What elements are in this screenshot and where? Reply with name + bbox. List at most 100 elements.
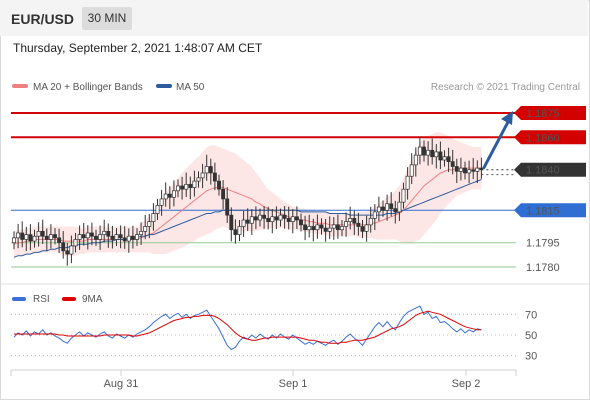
level-labels-layer: 1.1875 1.1860 1.1840 1.1815 1.1795 1.1780 [514,106,586,274]
candle-body [217,180,221,190]
rsi-tick-70: 70 [525,309,537,321]
candle-body [401,188,406,203]
candle-body [458,167,463,172]
candle-body [319,224,324,229]
candle-body [331,224,336,229]
candle-body [405,175,410,190]
candle-body [184,183,189,190]
level-label-1.1840: 1.1840 [526,165,560,177]
candle-body [155,205,160,214]
candle-body [135,234,139,240]
candle-body [200,172,205,179]
candle-body [327,227,332,232]
candle-body [385,203,390,211]
level-label-1.1860: 1.1860 [526,132,560,144]
candle-body [471,169,476,172]
candle-body [20,232,25,240]
candle-body [32,235,37,242]
rsi-legend-label: RSI [33,294,50,305]
candle-body [106,231,111,237]
bollinger-legend-label: MA 20 + Bollinger Bands [33,82,143,93]
candle-body [368,218,373,226]
forecast-arrow-shaft [482,121,510,170]
candle-body [450,161,455,167]
candle-body [151,213,156,222]
candle-body [299,219,303,226]
candle-body [12,237,16,244]
rsi-tick-30: 30 [525,351,537,363]
candle-body [167,193,172,198]
rsi-legend: RSI 9MA [12,294,103,305]
candle-body [360,226,365,232]
forecast-arrow-layer [482,110,513,170]
candle-body [81,234,86,239]
candle-body [44,235,49,240]
candle-body [126,235,131,242]
candle-body [393,208,398,213]
timeframe-badge[interactable]: 30 MIN [82,7,132,30]
candle-body [118,234,123,239]
candle-body [253,216,258,221]
candle-body [171,190,176,198]
candle-body [188,183,193,188]
candle-body [409,164,414,177]
bollinger-band-layer [14,132,482,258]
candle-body [122,237,127,242]
candle-body [463,167,467,174]
candle-body [270,216,275,222]
candle-body [192,180,197,188]
candle-body [389,203,394,209]
candle-body [315,224,320,231]
candle-body [163,193,168,200]
candle-body [311,226,316,231]
candle-body [475,167,480,172]
candle-body [426,149,431,156]
candle-body [98,234,103,240]
level-tag-1.1815 [514,203,586,218]
candle-body [430,149,435,158]
bollinger-legend-swatch [12,84,28,88]
candle-body [307,226,312,231]
candle-body [422,146,426,156]
candle-body [196,177,201,182]
candle-body [40,231,45,237]
candle-body [356,222,361,227]
chart-datetime: Thursday, September 2, 2021 1:48:07 AM C… [13,41,263,55]
x-tick-label: Sep 2 [452,378,481,390]
chart-header: EUR/USD 30 MIN [0,0,588,36]
candle-body [147,221,152,227]
level-label-1.1875: 1.1875 [526,108,560,120]
level-label-1.1780: 1.1780 [526,262,560,274]
x-axis: Aug 31 Sep 1 Sep 2 [104,370,481,390]
candle-body [417,146,422,156]
candle-body [446,156,451,162]
candle-body [266,218,271,222]
level-label-1.1795: 1.1795 [526,238,560,250]
candle-body [16,232,21,239]
candle-body [180,185,185,190]
candle-body [274,216,279,221]
forecast-arrow-head [501,110,513,125]
candle-body [290,216,295,222]
candle-body [77,234,82,240]
candle-body [204,166,209,174]
candle-body [381,206,385,211]
candle-body [262,214,267,219]
symbol-title: EUR/USD [11,11,75,27]
candle-body [340,226,344,231]
candle-body [212,172,217,182]
rsi-ma9-line [14,310,482,344]
candle-body [241,219,246,227]
price-legend: MA 20 + Bollinger Bands MA 50 Research ©… [12,82,580,93]
candle-body [278,214,283,221]
candle-body [229,214,234,231]
candle-body [159,198,164,206]
candle-body [364,224,369,232]
rsi-panel: 70 50 30 [11,305,537,363]
candle-body [348,218,353,222]
copyright-text: Research © 2021 Trading Central [431,82,580,93]
candle-body [323,227,328,232]
level-tag-1.1860 [514,130,586,145]
